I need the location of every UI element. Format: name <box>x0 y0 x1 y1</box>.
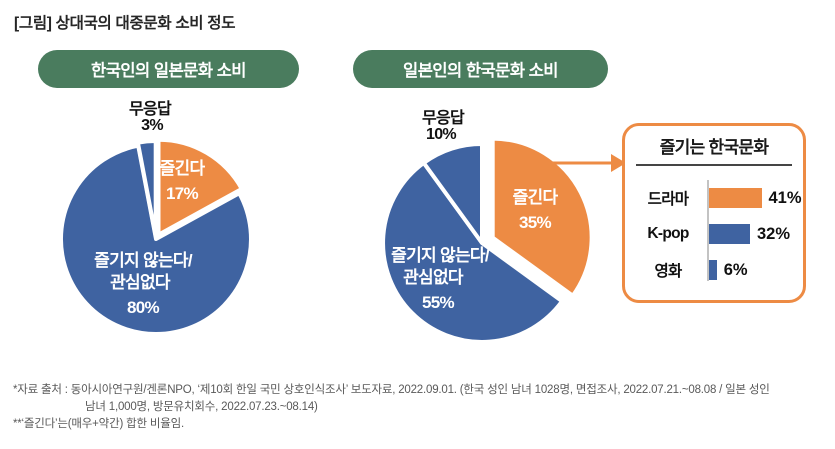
pie2-slice-not-enjoy <box>381 160 565 344</box>
chart-header-japanese-consumption: 일본인의 한국문화 소비 <box>353 50 608 88</box>
bar-chart-rows: 드라마 41% K-pop 32% 영화 6% <box>625 188 803 280</box>
pie2-not-enjoy-label2: 관심없다 <box>403 268 464 287</box>
callout-title: 즐기는 한국문화 <box>659 138 769 157</box>
pie-chart-korean-consumption: 즐긴다 17% 즐기지 않는다/ 관심없다 80% <box>58 137 253 336</box>
callout-arrow <box>550 154 626 172</box>
pie1-slice-enjoy <box>156 137 244 237</box>
bar-label-movie: 영화 <box>654 263 682 280</box>
pie2-no-answer-label: 무응답 <box>421 110 465 127</box>
footnote-source-line2: 남녀 1,000명, 방문유치회수, 2022.07.23.~08.14) <box>85 401 318 413</box>
pie1-not-enjoy-label2: 관심없다 <box>110 273 171 292</box>
footnotes: *자료 출처 : 동아시아연구원/겐론NPO, ‘제10회 한일 국민 상호인식… <box>13 382 831 433</box>
chart-header-korean-consumption: 한국인의 일본문화 소비 <box>38 50 299 88</box>
bar-row-movie: 영화 6% <box>631 260 803 280</box>
pie1-enjoy-label: 즐긴다 <box>160 159 206 178</box>
pie1-not-enjoy-value: 80% <box>127 298 160 317</box>
pie1-no-answer-value: 3% <box>141 117 163 134</box>
enjoyed-korean-culture-callout: 즐기는 한국문화 드라마 41% K-pop 32% 영화 6% <box>622 123 806 303</box>
bar-value-drama: 41% <box>768 188 802 207</box>
footnote-source-line1: *자료 출처 : 동아시아연구원/겐론NPO, ‘제10회 한일 국민 상호인식… <box>13 384 770 396</box>
pie1-enjoy-value: 17% <box>166 184 199 203</box>
footnote-definition: **‘즐긴다’는(매우+약간) 합한 비율임. <box>13 418 184 430</box>
pie-chart-japanese-consumption: 즐긴다 35% 즐기지 않는다/ 관심없다 55% <box>381 136 594 344</box>
pie2-enjoy-value: 35% <box>519 213 552 232</box>
bar-row-drama: 드라마 41% <box>631 188 803 208</box>
pie2-not-enjoy-label1: 즐기지 않는다/ <box>391 246 490 265</box>
bar-label-drama: 드라마 <box>647 191 689 208</box>
callout-arrow-head-icon <box>611 154 626 172</box>
chart-header-japanese-consumption-label: 일본인의 한국문화 소비 <box>403 62 558 80</box>
pie1-no-answer-label: 무응답 <box>128 101 172 118</box>
bar-label-kpop: K-pop <box>647 225 689 242</box>
figure-title: [그림] 상대국의 대중문화 소비 정도 <box>14 15 236 32</box>
pie1-not-enjoy-label1: 즐기지 않는다/ <box>94 251 193 270</box>
pie1-slice-not-enjoy <box>58 143 253 336</box>
pie2-slice-no-answer <box>421 142 484 245</box>
bar-drama <box>709 188 762 208</box>
bar-row-kpop: K-pop 32% <box>631 224 803 244</box>
bar-kpop <box>709 224 750 244</box>
bar-value-movie: 6% <box>723 260 748 279</box>
pie2-slice-enjoy <box>490 136 594 298</box>
pie2-enjoy-label: 즐긴다 <box>513 188 559 207</box>
bar-chart-axis-line <box>707 180 709 281</box>
callout-title-underline <box>636 164 792 166</box>
pie1-slice-no-answer <box>135 139 158 238</box>
bar-movie <box>709 260 717 280</box>
pie2-no-answer-value: 10% <box>426 126 457 143</box>
bar-value-kpop: 32% <box>757 224 791 243</box>
chart-header-korean-consumption-label: 한국인의 일본문화 소비 <box>91 62 246 80</box>
pie2-not-enjoy-value: 55% <box>422 293 455 312</box>
